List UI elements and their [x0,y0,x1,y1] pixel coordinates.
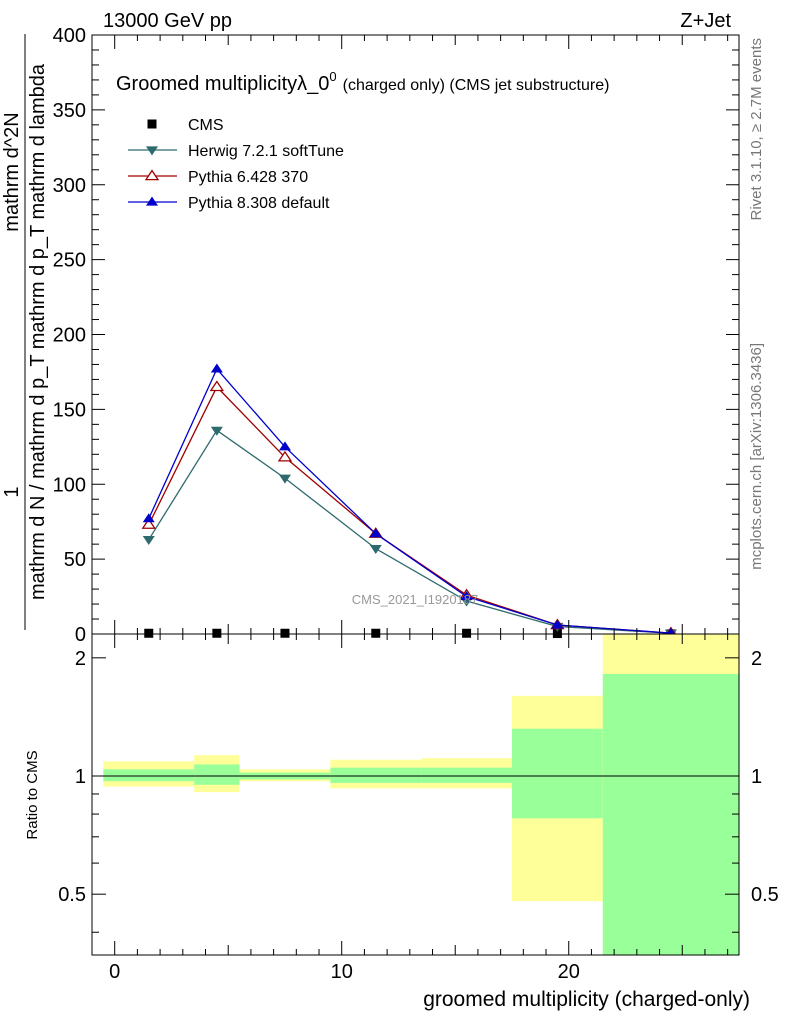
data-point [278,474,291,484]
data-point [369,528,382,538]
data-point [144,628,154,638]
main-ylabel: mathrm d N / mathrm d p_T mathrm d p_T m… [1,34,49,630]
data-point [460,591,473,601]
ratio-xtick-label: 20 [558,961,580,983]
ratio-stat-band [103,769,195,782]
series-3 [142,363,677,637]
main-ytick-label: 250 [53,250,86,272]
legend-label: Pythia 6.428 370 [188,169,308,186]
legend-label: Pythia 8.308 default [188,195,330,212]
main-ytick-label: 200 [53,325,86,347]
main-yticks: 0 50 100 150 200 250 300 350 400 [53,25,739,646]
ratio-ytick-label: 2 [75,648,86,670]
ratio-xtick-label: 10 [331,961,353,983]
ratio-plot: 0.5 0.5 1 1 2 2 0 10 20 Ratio to CMS groomed mu… [24,633,779,1011]
main-plot: 0 50 100 150 200 250 300 350 400 Groomed multipl… [1,25,740,646]
main-ytick-label: 400 [53,25,86,47]
xlabel: groomed multiplicity (charged-only) [423,988,750,1011]
data-point [280,628,290,638]
ratio-yticks: 0.5 0.5 1 1 2 2 [58,648,779,933]
legend-label: CMS [188,117,224,134]
header-right: Z+Jet [680,10,731,32]
legend-marker [147,119,157,129]
data-point [142,536,155,546]
ratio-ytick-label: 1 [75,766,86,788]
ratio-stat-band [602,673,739,955]
header-left: 13000 GeV pp [103,10,232,32]
ratio-stat-band [330,767,422,783]
main-ytick-label: 150 [53,399,86,421]
ratio-stat-band [421,767,512,783]
legend: CMS Herwig 7.2.1 softTune Pythia 6.428 370… [128,117,344,212]
data-point [551,619,564,629]
main-ytick-label: 50 [64,549,86,571]
legend-marker [146,196,158,206]
ylabel-top: mathrm d^2N [1,112,23,231]
ratio-frame [91,633,740,956]
ratio-stat-band [194,764,240,785]
data-point [371,628,381,638]
data-point [210,363,223,373]
data-point [369,545,382,555]
data-point [210,426,223,436]
legend-marker [144,169,160,181]
plot-title-suffix: (charged only) (CMS jet substructure) [343,77,610,94]
data-point [278,441,291,451]
data-point [142,513,155,523]
legend-marker [146,146,158,156]
ratio-bands [103,634,739,955]
rivet-label: Rivet 3.1.10, ≥ 2.7M events [748,38,765,221]
main-xticks [91,35,729,634]
main-marks [141,363,679,639]
ratio-xtick-label: 0 [109,961,120,983]
mcplots-label: mcplots.cern.ch [arXiv:1306.3436] [748,343,765,570]
main-ytick-label: 100 [53,474,86,496]
main-ytick-label: 300 [53,175,86,197]
legend-label: Herwig 7.2.1 softTune [188,143,344,160]
plot-title-main: Groomed multiplicityλ_0 [116,73,329,95]
plot-title: Groomed multiplicityλ_00 (charged only) (… [116,69,609,95]
ratio-xticks: 0 10 20 [91,634,729,983]
ratio-ylabel: Ratio to CMS [24,750,41,839]
ratio-ytick-label-right: 2 [751,648,762,670]
data-point [209,380,225,392]
data-point [277,450,293,462]
data-point [212,628,222,638]
main-ytick-label: 350 [53,100,86,122]
ratio-ytick-label: 0.5 [58,884,86,906]
plot-title-sup: 0 [329,69,336,84]
ratio-stat-band [511,728,603,819]
ylabel-bottom: mathrm d N / mathrm d p_T mathrm d p_T m… [27,63,49,600]
data-point [462,628,472,638]
ratio-ytick-label-right: 1 [751,766,762,788]
ylabel-one: 1 [1,486,23,497]
watermark: CMS_2021_I1920187 [352,592,479,607]
main-ytick-label: 0 [75,624,86,646]
data-point [141,518,156,529]
ratio-ytick-label-right: 0.5 [751,884,779,906]
